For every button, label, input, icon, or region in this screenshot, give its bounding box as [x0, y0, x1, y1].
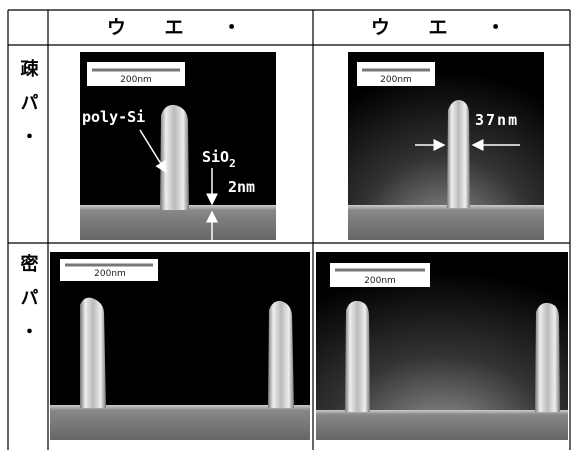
- sem-image: 200nm: [50, 252, 310, 440]
- sem-image: 200nm poly-Si SiO2 2nm: [80, 52, 276, 240]
- column-header: ウ エ ・: [107, 17, 257, 39]
- column-header: ウ エ ・: [371, 17, 521, 39]
- sem-image: 200nm: [316, 252, 568, 440]
- width-label: 37nm: [475, 111, 519, 129]
- page: ウ エ ・ ウ エ ・ 疎パ・ 密パ・ 200nm poly-Si SiO2 2…: [0, 0, 572, 450]
- row-label: 密パ・: [18, 253, 39, 356]
- scale-label: 200nm: [364, 276, 396, 286]
- scale-label: 200nm: [120, 75, 152, 85]
- sem-image: 200nm 37nm: [348, 52, 544, 240]
- thickness-label: 2nm: [228, 178, 255, 196]
- scale-label: 200nm: [380, 75, 412, 85]
- scale-label: 200nm: [94, 269, 126, 279]
- material-label: poly-Si: [82, 108, 145, 126]
- row-label: 疎パ・: [18, 58, 39, 161]
